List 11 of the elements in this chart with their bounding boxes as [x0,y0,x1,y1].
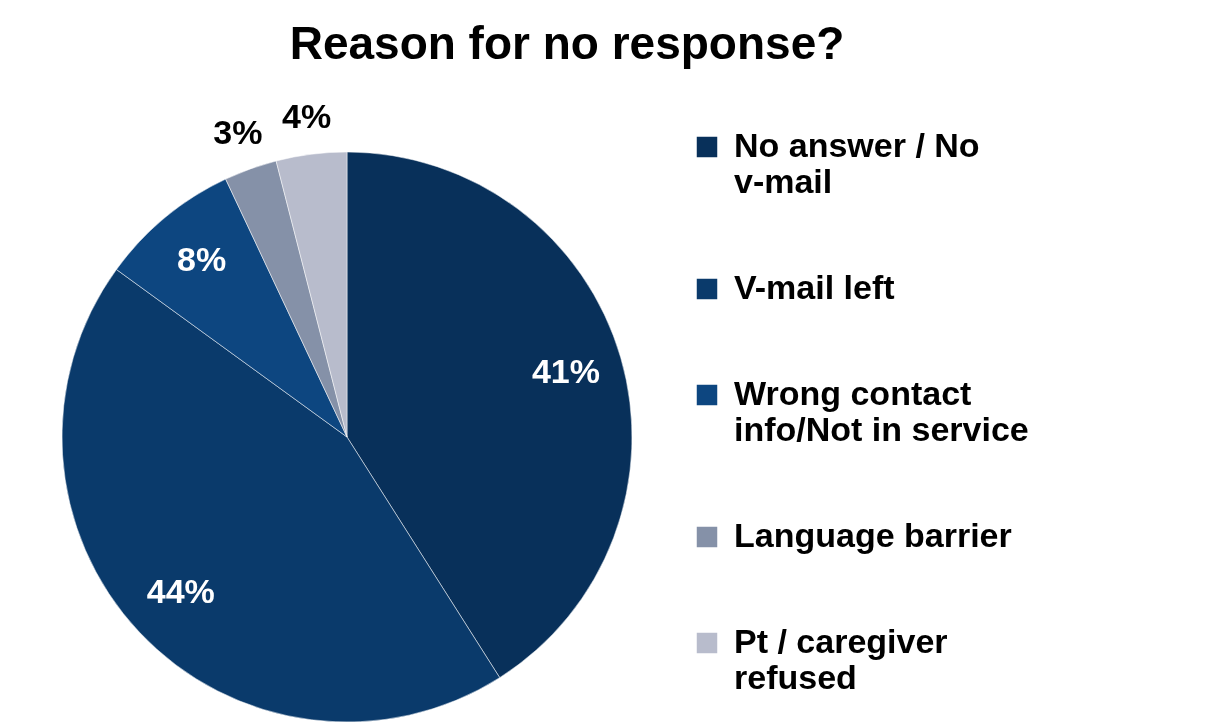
data-label: 44% [146,572,215,611]
data-label: 8% [177,240,227,279]
legend-label: V-mail left [734,268,895,306]
chart-title: Reason for no response? [289,17,845,69]
legend-label: Wrong contact info/Not in service [734,374,1029,448]
data-label: 3% [213,113,263,152]
data-label: 4% [282,96,332,135]
legend-label: Pt / caregiver refused [734,622,948,696]
legend-label: Language barrier [734,516,1012,554]
legend-label: No answer / No v-mail [734,126,980,200]
data-label: 41% [531,352,600,391]
